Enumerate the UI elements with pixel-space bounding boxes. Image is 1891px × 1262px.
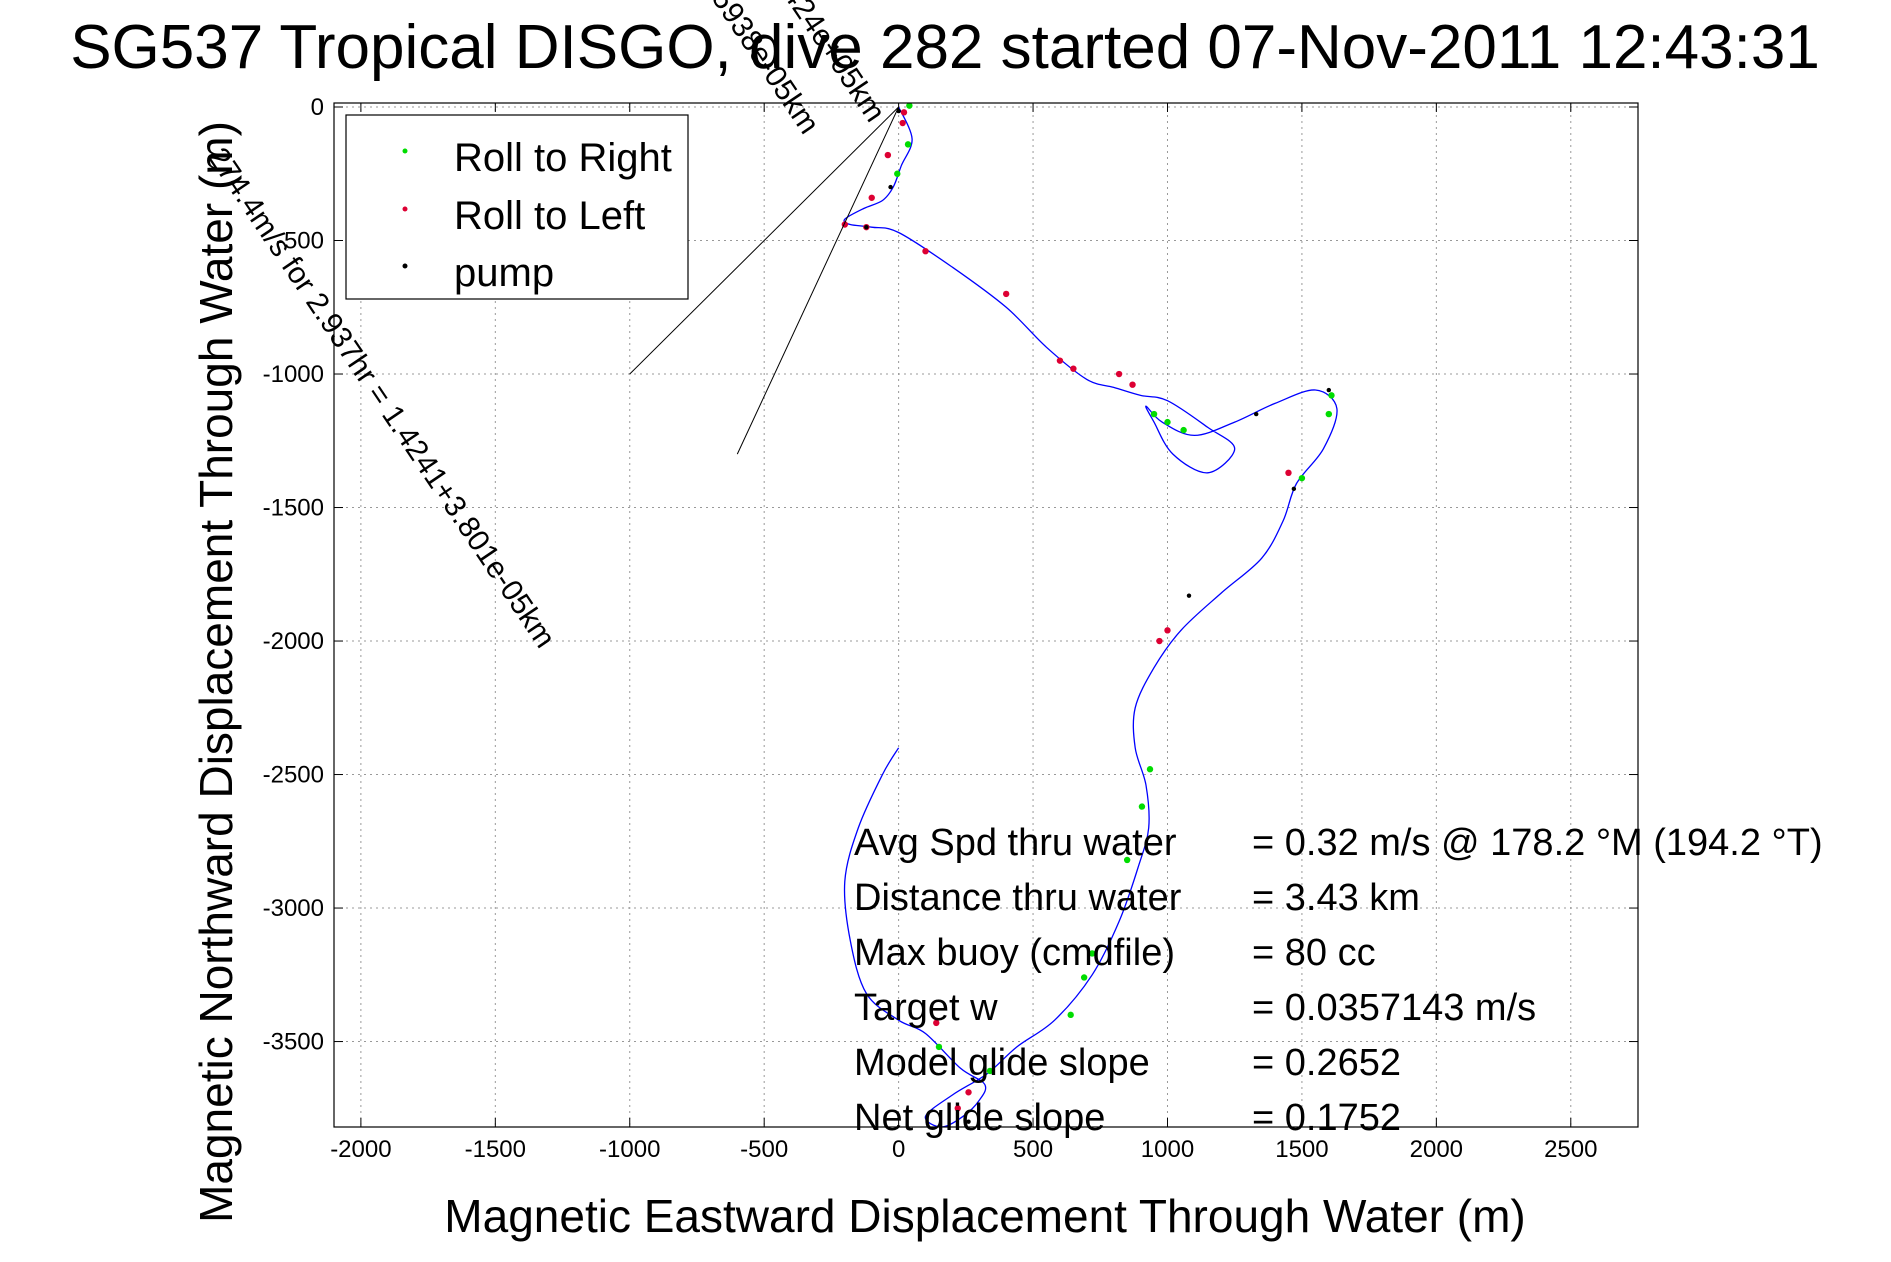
roll-left-marker (1002, 290, 1010, 298)
legend-label-roll-left: Roll to Left (454, 194, 645, 238)
legend-box (345, 114, 689, 300)
roll-right-marker (1067, 1011, 1074, 1019)
pump-marker (1186, 593, 1192, 598)
y-tick-label: -3500 (263, 1029, 324, 1056)
roll-left-marker (1156, 637, 1163, 645)
stat-value: = 3.43 km (1252, 877, 1420, 919)
x-tick-label: -2000 (330, 1136, 391, 1163)
stat-label: Net glide slope (854, 1097, 1105, 1139)
chart-title: SG537 Tropical DISGO, dive 282 started 0… (70, 13, 1820, 82)
x-tick-label: 2000 (1410, 1136, 1463, 1163)
pump-marker (966, 1119, 971, 1124)
roll-left-marker (965, 1089, 972, 1096)
legend-marker-pump (402, 263, 408, 269)
roll-right-marker (1328, 392, 1335, 399)
pump-marker (1326, 387, 1332, 393)
roll-left-marker (900, 109, 908, 116)
x-axis-label: Magnetic Eastward Displacement Through W… (444, 1190, 1525, 1242)
pump-marker (888, 184, 893, 190)
x-tick-label: -1500 (465, 1136, 526, 1163)
plot-frame (333, 102, 1639, 1128)
roll-left-marker (954, 1105, 961, 1112)
y-tick-label: -3000 (263, 895, 324, 922)
stat-value: = 0.0357143 m/s (1252, 987, 1536, 1029)
pump-marker (1254, 411, 1259, 417)
x-tick-label: -1000 (599, 1136, 660, 1163)
pump-marker (1291, 486, 1297, 492)
roll-right-marker (1325, 410, 1333, 418)
roll-right-marker (1138, 803, 1146, 810)
stat-label: Distance thru water (854, 877, 1182, 919)
y-tick-label: -2000 (263, 628, 324, 655)
x-tick-label: 500 (1013, 1136, 1053, 1163)
x-tick-label: 1500 (1275, 1136, 1328, 1163)
roll-right-marker (1180, 426, 1187, 434)
roll-right-marker (1164, 418, 1171, 426)
roll-right-marker (1123, 856, 1131, 864)
stat-value: = 0.1752 (1252, 1097, 1401, 1139)
roll-left-marker (899, 119, 906, 127)
legend-label-pump: pump (454, 251, 554, 295)
x-tick-label: 2500 (1544, 1136, 1597, 1163)
roll-left-marker (1285, 469, 1292, 477)
y-axis: 0 -500 -1000 -1500 -2000 -2500 -3000 -3500 (263, 94, 1638, 1056)
roll-left-marker (933, 1019, 940, 1027)
annotation-line (629, 106, 899, 375)
roll-right-marker (1080, 974, 1088, 981)
roll-left-marker (1164, 627, 1171, 634)
roll-left-marker (868, 194, 875, 201)
y-tick-label: -1500 (263, 495, 324, 522)
stat-value: = 0.32 m/s @ 178.2 °M (194.2 °T) (1252, 822, 1823, 864)
y-tick-label: -1000 (263, 361, 324, 388)
roll-left-marker (1070, 365, 1077, 372)
stat-label: Max buoy (cmdfile) (854, 932, 1175, 974)
y-tick-label: 0 (311, 94, 324, 121)
clipped-series (841, 103, 1338, 1127)
annotation-line (736, 106, 900, 455)
roll-right-marker (1150, 410, 1158, 418)
roll-right-marker (935, 1043, 943, 1051)
roll-right-marker (894, 170, 901, 177)
y-tick-label: -2500 (263, 762, 324, 789)
roll-right-marker (906, 103, 913, 109)
series-layer (841, 103, 1338, 1127)
stat-value: = 80 cc (1252, 932, 1376, 974)
roll-left-marker (1115, 370, 1123, 378)
legend-marker-roll-left (402, 206, 408, 212)
x-tick-label: -500 (740, 1136, 788, 1163)
x-tick-label: 0 (892, 1136, 905, 1163)
y-tick-label: -500 (276, 228, 324, 255)
y-axis-label: Magnetic Northward Displacement Through … (190, 121, 242, 1223)
roll-right-marker (904, 141, 912, 148)
stat-label: Avg Spd thru water (854, 822, 1177, 864)
roll-left-marker (884, 151, 892, 159)
roll-right-marker (1298, 474, 1306, 482)
dive-statistics: Avg Spd thru water = 0.32 m/s @ 178.2 °M … (854, 822, 1823, 1139)
roll-right-marker (986, 1067, 994, 1075)
pump-marker (864, 224, 869, 230)
roll-left-marker (922, 247, 929, 255)
x-tick-label: 1000 (1141, 1136, 1194, 1163)
legend-marker-roll-right (402, 148, 408, 154)
roll-left-marker (1056, 357, 1064, 364)
roll-right-marker (1146, 766, 1154, 773)
glider-track-line (843, 106, 1338, 1127)
legend-label-roll-right: Roll to Right (454, 136, 672, 180)
legend: Roll to Right Roll to Left pump (345, 114, 689, 300)
stat-label: Target w (854, 987, 998, 1029)
x-axis: -2000 -1500 -1000 -500 0 500 1000 1500 2000 2500 (330, 103, 1597, 1163)
roll-left-marker (1129, 381, 1136, 388)
stat-label: Model glide slope (854, 1042, 1150, 1084)
stat-value: = 0.2652 (1252, 1042, 1401, 1084)
roll-right-marker (1089, 950, 1096, 957)
